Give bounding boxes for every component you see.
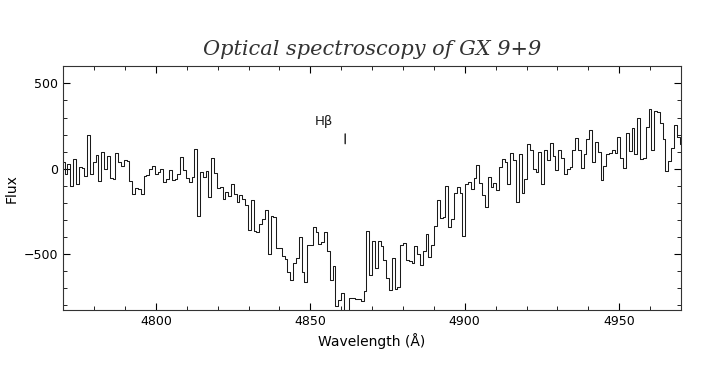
Text: Hβ: Hβ	[314, 115, 333, 128]
Y-axis label: Flux: Flux	[4, 174, 18, 203]
Title: Optical spectroscopy of GX 9+9: Optical spectroscopy of GX 9+9	[203, 40, 541, 59]
X-axis label: Wavelength (Å): Wavelength (Å)	[319, 333, 425, 349]
